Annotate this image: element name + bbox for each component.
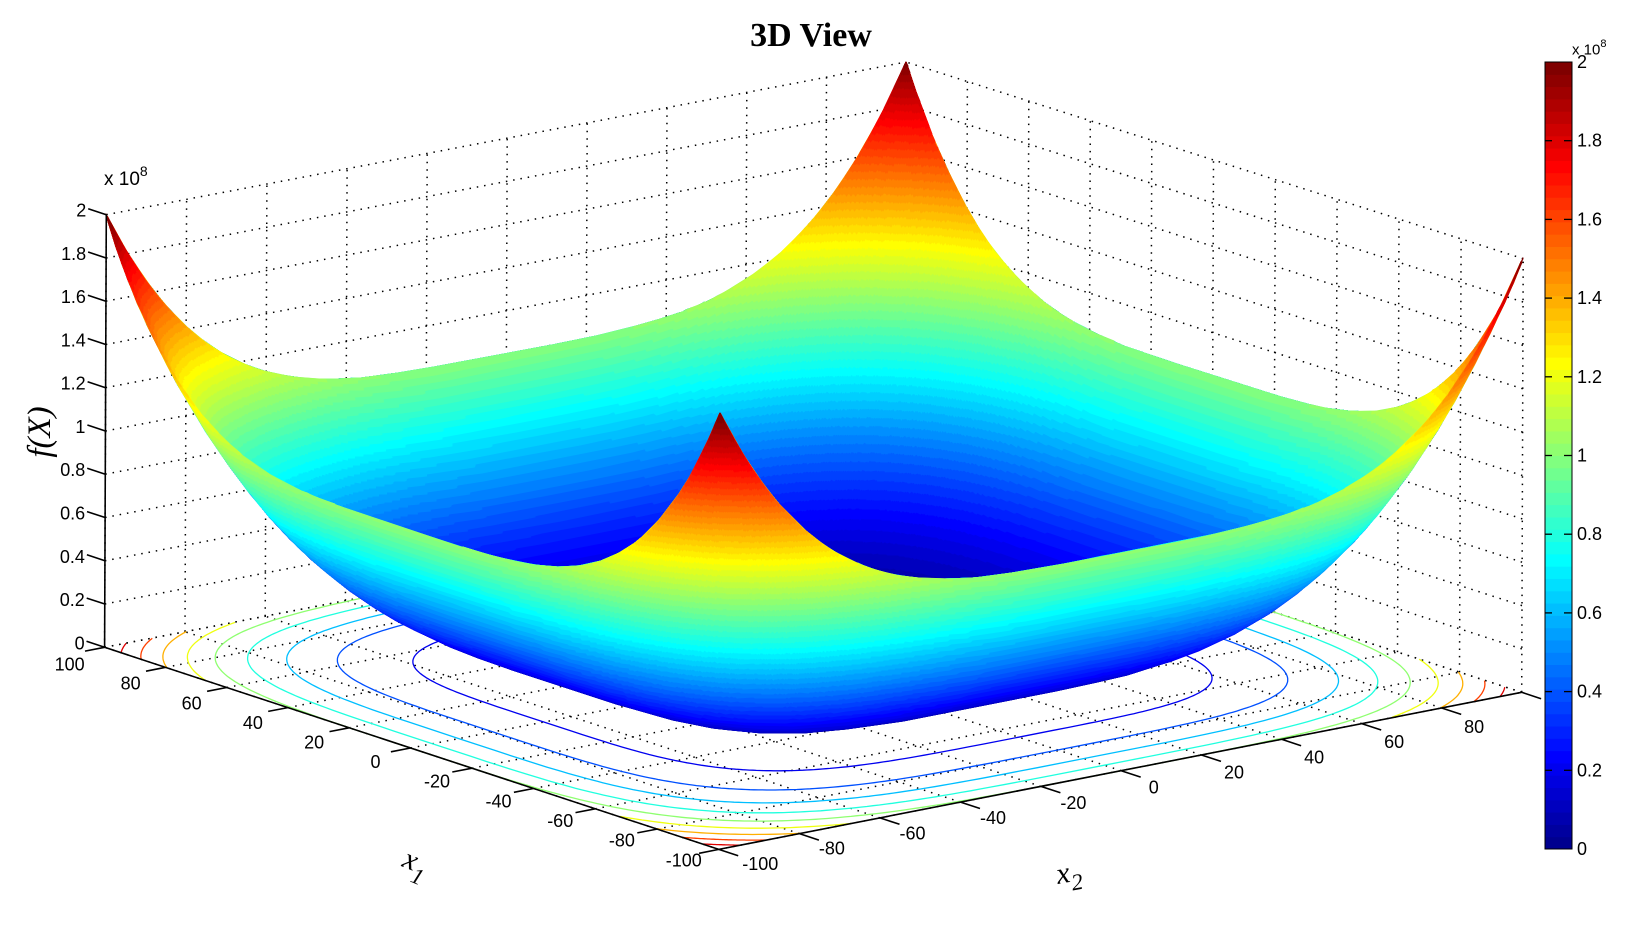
svg-text:0: 0 bbox=[1577, 839, 1587, 859]
svg-text:20: 20 bbox=[304, 732, 324, 752]
svg-text:f(X): f(X) bbox=[22, 406, 58, 457]
svg-text:20: 20 bbox=[1224, 763, 1244, 783]
svg-text:-40: -40 bbox=[485, 791, 511, 811]
svg-text:x 108: x 108 bbox=[1572, 38, 1606, 59]
svg-text:1: 1 bbox=[75, 417, 85, 437]
svg-text:0.4: 0.4 bbox=[60, 547, 85, 567]
svg-text:1.6: 1.6 bbox=[61, 287, 86, 307]
svg-text:-100: -100 bbox=[666, 850, 702, 870]
svg-text:-100: -100 bbox=[742, 854, 778, 874]
svg-text:-80: -80 bbox=[819, 839, 845, 859]
svg-text:1.4: 1.4 bbox=[1577, 288, 1602, 308]
svg-text:1.2: 1.2 bbox=[61, 374, 86, 394]
svg-text:-60: -60 bbox=[899, 823, 925, 843]
svg-text:1.4: 1.4 bbox=[61, 331, 86, 351]
svg-text:-20: -20 bbox=[1060, 793, 1086, 813]
svg-text:1.2: 1.2 bbox=[1577, 367, 1602, 387]
svg-text:-80: -80 bbox=[609, 831, 635, 851]
svg-text:60: 60 bbox=[1384, 732, 1404, 752]
svg-text:1.6: 1.6 bbox=[1577, 209, 1602, 229]
svg-text:80: 80 bbox=[121, 674, 141, 694]
svg-text:40: 40 bbox=[1304, 747, 1324, 767]
svg-text:1.8: 1.8 bbox=[61, 244, 86, 264]
svg-text:-40: -40 bbox=[980, 808, 1006, 828]
svg-text:60: 60 bbox=[182, 693, 202, 713]
svg-text:3D View: 3D View bbox=[750, 17, 872, 54]
svg-text:1.8: 1.8 bbox=[1577, 131, 1602, 151]
svg-text:0.6: 0.6 bbox=[60, 504, 85, 524]
svg-text:0: 0 bbox=[75, 633, 85, 653]
svg-text:-20: -20 bbox=[424, 772, 450, 792]
svg-text:0.6: 0.6 bbox=[1577, 603, 1602, 623]
svg-text:0.8: 0.8 bbox=[1577, 524, 1602, 544]
svg-text:2: 2 bbox=[76, 201, 86, 221]
svg-text:40: 40 bbox=[243, 713, 263, 733]
svg-text:-60: -60 bbox=[547, 811, 573, 831]
svg-text:0: 0 bbox=[1149, 778, 1159, 798]
svg-text:80: 80 bbox=[1464, 717, 1484, 737]
svg-text:1: 1 bbox=[1577, 446, 1587, 466]
svg-text:0.8: 0.8 bbox=[60, 460, 85, 480]
svg-text:0: 0 bbox=[370, 752, 380, 772]
svg-text:0.4: 0.4 bbox=[1577, 682, 1602, 702]
svg-text:0.2: 0.2 bbox=[1577, 760, 1602, 780]
svg-text:100: 100 bbox=[55, 654, 85, 674]
svg-text:0.2: 0.2 bbox=[60, 590, 85, 610]
svg-text:2: 2 bbox=[1577, 52, 1587, 72]
